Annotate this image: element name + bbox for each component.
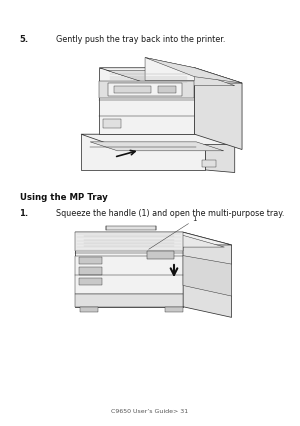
Polygon shape <box>145 58 194 81</box>
Polygon shape <box>75 232 183 251</box>
Polygon shape <box>75 232 232 245</box>
Polygon shape <box>99 68 242 83</box>
Polygon shape <box>165 307 183 312</box>
Polygon shape <box>202 160 216 167</box>
Polygon shape <box>147 251 174 259</box>
Polygon shape <box>90 142 224 151</box>
Polygon shape <box>158 86 176 93</box>
Text: Squeeze the handle (1) and open the multi-purpose tray.: Squeeze the handle (1) and open the mult… <box>56 209 284 218</box>
Polygon shape <box>109 83 182 96</box>
Polygon shape <box>183 232 232 317</box>
Polygon shape <box>75 256 183 294</box>
Polygon shape <box>75 294 183 307</box>
Polygon shape <box>99 68 194 134</box>
Text: Using the MP Tray: Using the MP Tray <box>20 193 107 201</box>
Text: Gently push the tray back into the printer.: Gently push the tray back into the print… <box>56 35 225 44</box>
Polygon shape <box>99 81 194 98</box>
Polygon shape <box>75 232 183 307</box>
Polygon shape <box>206 134 235 173</box>
Text: 1: 1 <box>192 216 196 222</box>
Text: C9650 User’s Guide> 31: C9650 User’s Guide> 31 <box>111 409 189 414</box>
Polygon shape <box>194 68 242 150</box>
Polygon shape <box>106 226 156 230</box>
Polygon shape <box>106 70 235 86</box>
Polygon shape <box>79 278 102 285</box>
Text: 5.: 5. <box>20 35 28 44</box>
Polygon shape <box>183 256 232 296</box>
Polygon shape <box>114 86 151 93</box>
Polygon shape <box>103 119 121 128</box>
Polygon shape <box>79 268 102 275</box>
Polygon shape <box>81 134 235 144</box>
Text: 1.: 1. <box>20 209 28 218</box>
Polygon shape <box>80 307 98 312</box>
Polygon shape <box>79 256 102 264</box>
Polygon shape <box>81 134 206 170</box>
Polygon shape <box>79 234 224 247</box>
Polygon shape <box>145 58 242 83</box>
